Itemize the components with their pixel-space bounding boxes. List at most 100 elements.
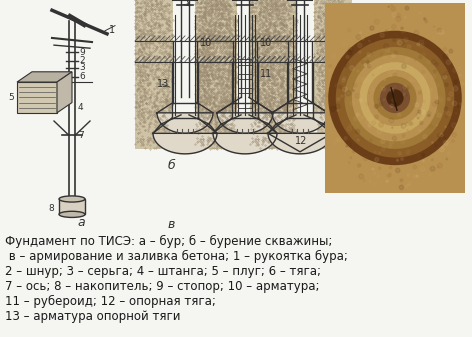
Circle shape bbox=[419, 40, 424, 45]
Circle shape bbox=[432, 102, 437, 106]
Circle shape bbox=[345, 66, 347, 68]
Circle shape bbox=[410, 152, 414, 156]
Circle shape bbox=[395, 33, 397, 36]
Circle shape bbox=[404, 38, 408, 42]
Text: 11: 11 bbox=[260, 69, 272, 79]
Circle shape bbox=[369, 52, 372, 55]
Circle shape bbox=[449, 92, 454, 96]
Text: 3: 3 bbox=[79, 63, 85, 72]
Circle shape bbox=[377, 129, 382, 134]
Ellipse shape bbox=[360, 62, 430, 134]
Circle shape bbox=[343, 87, 347, 92]
Circle shape bbox=[366, 60, 369, 63]
Circle shape bbox=[389, 140, 394, 144]
Circle shape bbox=[380, 147, 381, 148]
Circle shape bbox=[381, 87, 386, 91]
Circle shape bbox=[413, 118, 415, 120]
Circle shape bbox=[452, 132, 456, 137]
Text: в – армирование и заливка бетона; 1 – рукоятка бура;: в – армирование и заливка бетона; 1 – ру… bbox=[5, 250, 348, 263]
Circle shape bbox=[390, 104, 394, 108]
Circle shape bbox=[396, 159, 398, 161]
Circle shape bbox=[426, 102, 431, 107]
Text: 1: 1 bbox=[109, 25, 115, 35]
Circle shape bbox=[337, 110, 338, 112]
Circle shape bbox=[434, 26, 435, 27]
Circle shape bbox=[351, 40, 352, 41]
Circle shape bbox=[425, 20, 428, 23]
Circle shape bbox=[389, 166, 392, 169]
Bar bbox=[250, 0, 285, 149]
Circle shape bbox=[379, 167, 381, 170]
Circle shape bbox=[445, 83, 448, 86]
Circle shape bbox=[418, 91, 421, 94]
Circle shape bbox=[359, 116, 363, 120]
Circle shape bbox=[396, 168, 400, 173]
Circle shape bbox=[355, 129, 360, 134]
Circle shape bbox=[392, 136, 396, 141]
Circle shape bbox=[392, 88, 395, 91]
Circle shape bbox=[362, 61, 364, 64]
Circle shape bbox=[416, 175, 418, 177]
Circle shape bbox=[447, 153, 450, 156]
Circle shape bbox=[439, 147, 444, 152]
Circle shape bbox=[369, 63, 372, 66]
Circle shape bbox=[424, 18, 426, 20]
Circle shape bbox=[370, 139, 372, 142]
Text: 11 – рубероид; 12 – опорная тяга;: 11 – рубероид; 12 – опорная тяга; bbox=[5, 295, 216, 308]
Circle shape bbox=[348, 51, 352, 55]
Circle shape bbox=[423, 100, 427, 104]
Circle shape bbox=[362, 100, 364, 102]
Circle shape bbox=[374, 115, 378, 119]
Circle shape bbox=[425, 105, 427, 107]
Circle shape bbox=[447, 97, 450, 101]
Circle shape bbox=[347, 133, 351, 137]
Circle shape bbox=[354, 117, 357, 120]
Circle shape bbox=[336, 104, 340, 109]
Circle shape bbox=[372, 182, 377, 187]
Circle shape bbox=[349, 46, 352, 50]
Circle shape bbox=[356, 35, 361, 39]
Circle shape bbox=[388, 71, 392, 76]
Circle shape bbox=[372, 121, 376, 125]
Circle shape bbox=[332, 56, 334, 57]
Circle shape bbox=[353, 90, 354, 91]
Circle shape bbox=[428, 115, 430, 117]
Text: 2 – шнур; 3 – серьга; 4 – штанга; 5 – плуг; 6 – тяга;: 2 – шнур; 3 – серьга; 4 – штанга; 5 – пл… bbox=[5, 265, 321, 278]
Text: 7: 7 bbox=[78, 131, 84, 140]
Circle shape bbox=[388, 6, 389, 7]
Circle shape bbox=[421, 74, 426, 79]
Circle shape bbox=[446, 60, 451, 64]
Ellipse shape bbox=[59, 196, 85, 202]
Circle shape bbox=[386, 30, 388, 32]
Circle shape bbox=[420, 121, 423, 124]
Circle shape bbox=[458, 105, 460, 108]
Text: 1: 1 bbox=[0, 336, 1, 337]
Ellipse shape bbox=[328, 31, 462, 165]
Circle shape bbox=[437, 133, 441, 137]
Circle shape bbox=[350, 157, 352, 158]
Circle shape bbox=[402, 134, 405, 137]
Circle shape bbox=[355, 93, 360, 98]
Circle shape bbox=[401, 27, 403, 29]
Circle shape bbox=[346, 63, 349, 66]
Circle shape bbox=[363, 156, 368, 161]
Circle shape bbox=[411, 70, 413, 72]
Circle shape bbox=[387, 172, 388, 174]
Circle shape bbox=[407, 174, 410, 177]
Circle shape bbox=[432, 75, 436, 79]
Circle shape bbox=[436, 125, 438, 126]
Circle shape bbox=[403, 120, 405, 123]
Circle shape bbox=[356, 113, 359, 116]
Ellipse shape bbox=[59, 211, 85, 217]
Circle shape bbox=[455, 90, 459, 95]
Text: 10: 10 bbox=[200, 38, 212, 48]
Circle shape bbox=[368, 123, 371, 127]
Circle shape bbox=[403, 85, 407, 89]
Circle shape bbox=[458, 67, 460, 69]
Circle shape bbox=[364, 64, 367, 67]
Polygon shape bbox=[157, 113, 213, 133]
Text: 7 – ось; 8 – накопитель; 9 – стопор; 10 – арматура;: 7 – ось; 8 – накопитель; 9 – стопор; 10 … bbox=[5, 280, 320, 293]
Circle shape bbox=[398, 114, 401, 117]
Circle shape bbox=[346, 55, 349, 59]
Circle shape bbox=[443, 74, 444, 75]
